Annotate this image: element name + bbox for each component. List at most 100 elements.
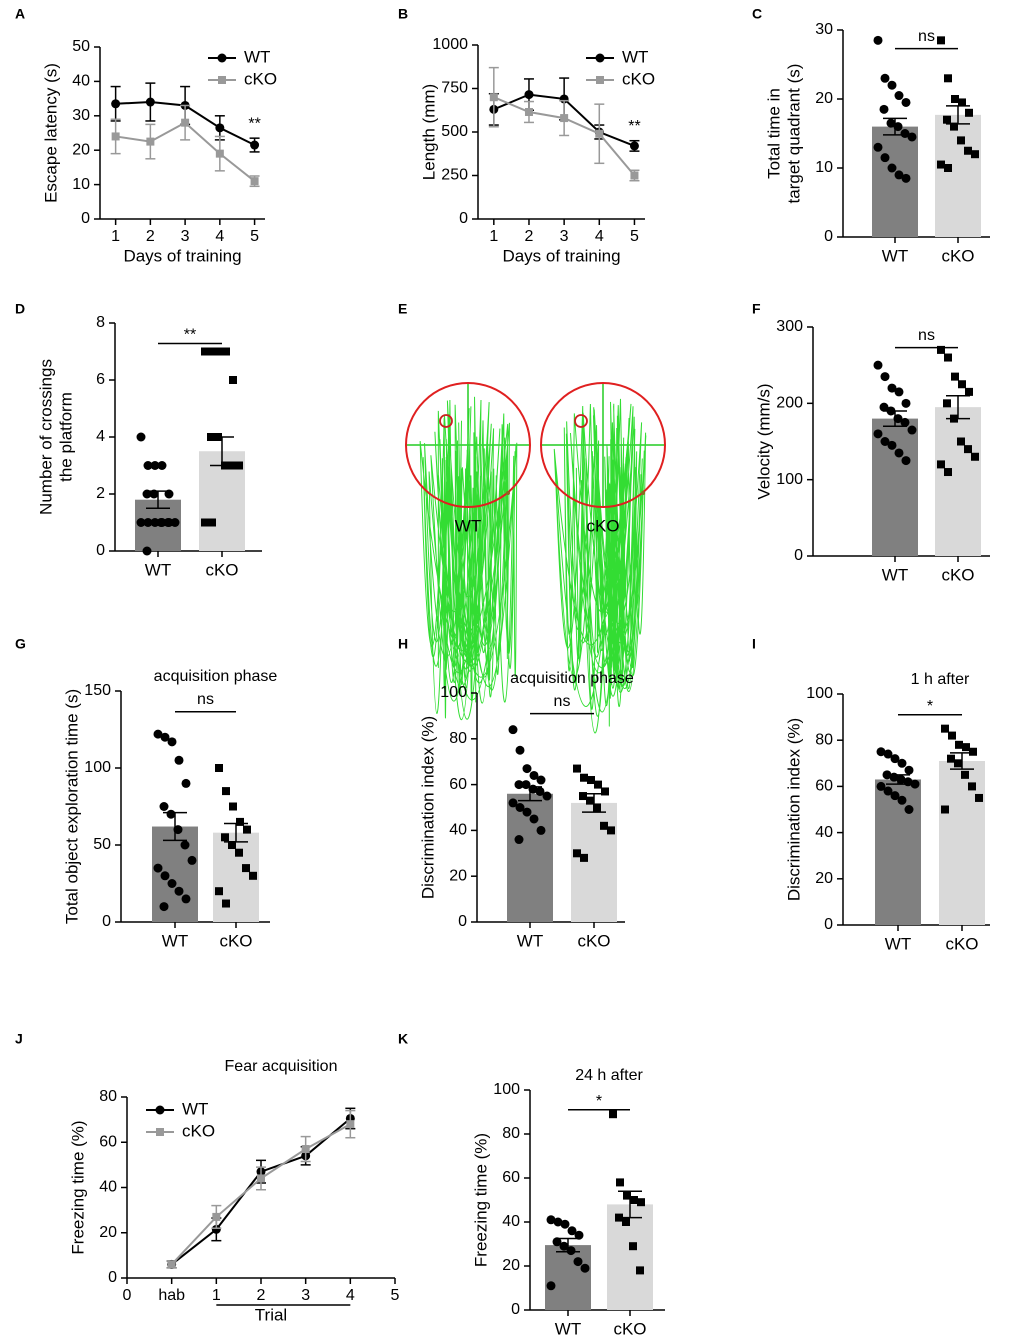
point-marker <box>174 886 184 896</box>
point-marker <box>136 518 146 527</box>
x-tick-label: 1 <box>212 1287 221 1304</box>
y-tick-label: 0 <box>824 916 833 933</box>
y-tick-label: 8 <box>96 314 105 331</box>
point-marker <box>215 123 225 133</box>
y-axis-label: Escape latency (s) <box>41 63 60 203</box>
x-axis-label: Days of training <box>123 246 241 265</box>
point-marker <box>890 791 900 801</box>
point-marker <box>215 149 224 158</box>
point-marker <box>887 383 897 393</box>
point-marker <box>901 97 911 107</box>
y-tick-label: 60 <box>449 776 467 793</box>
x-tick-label: 4 <box>595 228 604 245</box>
point-marker <box>250 177 259 186</box>
point-marker <box>937 36 945 45</box>
point-marker <box>944 164 952 172</box>
point-marker <box>629 1242 637 1251</box>
point-marker <box>153 863 163 873</box>
point-marker <box>594 780 602 789</box>
point-marker <box>887 440 897 450</box>
point-marker <box>515 803 525 812</box>
point-marker <box>573 1257 583 1267</box>
point-marker <box>242 864 250 873</box>
point-marker <box>159 802 169 811</box>
chart-title: 1 h after <box>911 671 970 688</box>
point-marker <box>876 781 886 791</box>
point-marker <box>897 758 907 768</box>
point-marker <box>901 173 911 183</box>
point-marker <box>948 731 956 740</box>
y-tick-label: 100 <box>84 759 111 776</box>
point-marker <box>167 1260 176 1269</box>
y-tick-label: 20 <box>99 1224 117 1241</box>
point-marker <box>552 1237 562 1247</box>
point-marker <box>346 1120 355 1129</box>
y-tick-label: 100 <box>806 685 833 702</box>
point-marker <box>167 737 177 747</box>
point-marker <box>150 518 160 527</box>
point-marker <box>111 132 120 141</box>
point-marker <box>235 848 243 857</box>
y-tick-label: 60 <box>99 1133 117 1150</box>
point-marker <box>587 776 595 785</box>
point-marker <box>250 140 260 150</box>
panel-label: J <box>15 1031 23 1047</box>
y-axis-label: Total object exploration time (s) <box>62 689 81 924</box>
point-marker <box>600 821 608 830</box>
point-marker <box>873 429 883 439</box>
platform <box>574 414 588 428</box>
y-tick-label: 0 <box>96 542 105 559</box>
point-marker <box>965 387 973 396</box>
y-tick-label: 250 <box>441 167 468 184</box>
point-marker <box>159 902 169 912</box>
point-marker <box>181 118 190 127</box>
point-marker <box>907 425 917 435</box>
point-marker <box>937 460 945 469</box>
point-marker <box>215 887 223 896</box>
chart-title: 24 h after <box>575 1067 643 1084</box>
point-marker <box>146 137 155 146</box>
x-tick-label: 0 <box>123 1287 132 1304</box>
y-tick-label: 40 <box>502 1213 520 1230</box>
x-tick-label: cKO <box>219 931 252 950</box>
point-marker <box>958 98 966 107</box>
point-marker <box>971 150 979 159</box>
x-tick-label: 1 <box>111 228 120 245</box>
point-marker <box>887 163 897 173</box>
legend-marker <box>218 76 226 84</box>
x-tick-label: 3 <box>560 228 569 245</box>
y-tick-label: 300 <box>776 318 803 335</box>
point-marker <box>883 786 893 796</box>
point-marker <box>164 518 174 527</box>
x-tick-label: 4 <box>215 228 224 245</box>
point-marker <box>609 1110 617 1119</box>
point-marker <box>622 1218 630 1226</box>
point-marker <box>181 894 191 904</box>
point-marker <box>153 729 163 739</box>
y-axis-label: target quadrant (s) <box>784 64 803 204</box>
x-tick-label: 5 <box>250 228 259 245</box>
point-marker <box>215 764 223 772</box>
y-axis-label: Discrimination index (%) <box>784 718 803 901</box>
point-marker <box>897 795 907 805</box>
point-marker <box>235 461 243 470</box>
significance: * <box>596 1093 602 1110</box>
point-marker <box>157 518 167 527</box>
point-marker <box>880 153 890 163</box>
end-point <box>506 491 510 495</box>
bar <box>872 418 918 556</box>
y-axis-label: Total time in <box>764 88 783 179</box>
point-marker <box>546 1281 556 1291</box>
y-tick-label: 40 <box>815 824 833 841</box>
point-marker <box>536 775 546 785</box>
panel-label: G <box>15 636 26 652</box>
point-marker <box>243 825 251 834</box>
point-marker <box>522 807 532 817</box>
point-marker <box>962 743 970 752</box>
point-marker <box>637 1198 645 1207</box>
y-tick-label: 50 <box>93 836 111 853</box>
x-tick-label: 1 <box>489 228 498 245</box>
y-tick-label: 0 <box>794 547 803 564</box>
point-marker <box>145 97 155 107</box>
